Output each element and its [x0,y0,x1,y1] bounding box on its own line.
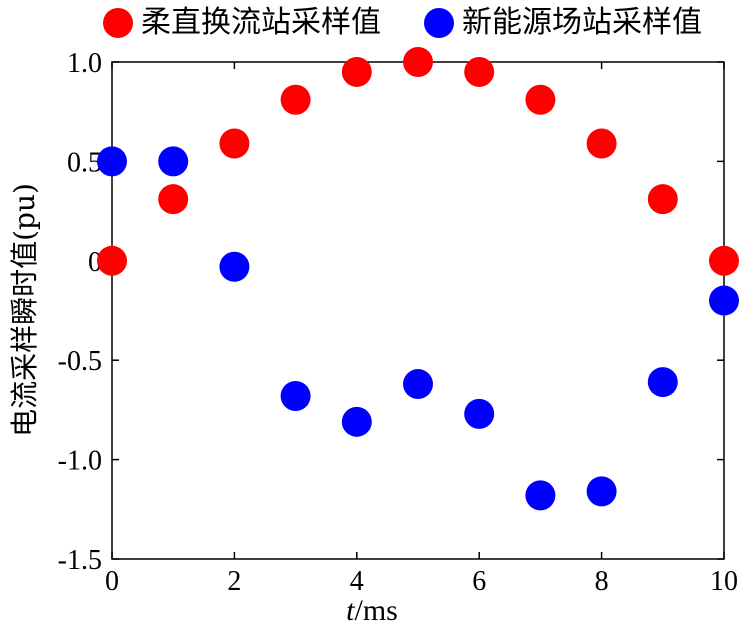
points-layer [97,47,739,511]
data-point-series-2 [341,406,372,437]
legend-item-series-2: 新能源场站采样值 [424,6,702,40]
data-point-series-1 [403,47,433,77]
y-tick-label: 0.5 [67,147,102,178]
legend-item-series-1: 柔直换流站采样值 [103,6,381,40]
y-tick-label: -1.0 [58,446,102,477]
data-point-series-2 [586,476,617,507]
data-point-series-1 [709,245,739,276]
y-tick-label: -0.5 [58,346,102,377]
data-point-series-2 [525,480,556,511]
x-axis-label: t/ms [0,594,744,628]
data-point-series-2 [280,380,311,411]
plot-frame [111,61,725,560]
y-axis-label: 电流采样瞬时值(pu) [0,60,46,560]
x-tick-label: 0 [105,566,119,597]
data-point-series-2 [219,251,250,282]
legend-label-series-2: 新能源场站采样值 [462,5,702,40]
legend-marker-series-2 [424,8,454,38]
data-point-series-1 [219,128,250,159]
data-point-series-2 [97,146,127,177]
data-point-series-1 [158,184,189,215]
y-axis-label-text: 电流采样瞬时值(pu) [8,183,41,437]
data-point-series-1 [464,56,495,87]
x-tick-label: 2 [227,566,241,597]
data-point-series-2 [647,367,678,398]
data-point-series-2 [403,369,433,400]
data-point-series-2 [464,398,495,429]
data-point-series-1 [586,128,617,159]
axes-layer: 0 2 4 6 8 101.00.50-0.5-1.0-1.5 [58,48,738,597]
y-tick-label: -1.5 [58,545,102,576]
data-point-series-1 [280,84,311,115]
data-point-series-1 [97,245,127,276]
legend-label-series-1: 柔直换流站采样值 [141,5,381,40]
x-axis-label-unit: /ms [354,594,398,627]
legend-marker-series-1 [103,8,133,38]
data-point-series-2 [158,146,189,177]
legend: 柔直换流站采样值 新能源场站采样值 [0,0,744,50]
x-axis-label-variable: t [346,594,355,627]
data-point-series-2 [709,285,739,316]
y-tick-label: 1.0 [67,48,102,79]
x-tick-label: 4 [350,566,364,597]
data-point-series-1 [341,56,372,87]
x-tick-label: 8 [595,566,609,597]
x-tick-label: 10 [710,566,738,597]
data-point-series-1 [647,184,678,215]
data-point-series-1 [525,84,556,115]
x-tick-label: 6 [472,566,486,597]
